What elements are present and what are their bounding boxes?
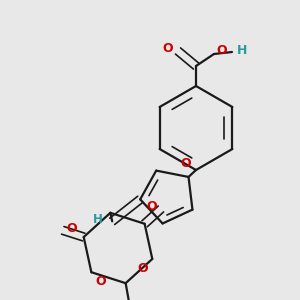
Text: O: O — [180, 157, 191, 170]
Text: O: O — [67, 222, 77, 235]
Text: H: H — [237, 44, 247, 56]
Text: H: H — [93, 213, 103, 226]
Text: O: O — [162, 41, 173, 55]
Text: O: O — [138, 262, 148, 275]
Text: O: O — [216, 44, 226, 56]
Text: O: O — [146, 200, 157, 214]
Text: O: O — [95, 275, 106, 288]
